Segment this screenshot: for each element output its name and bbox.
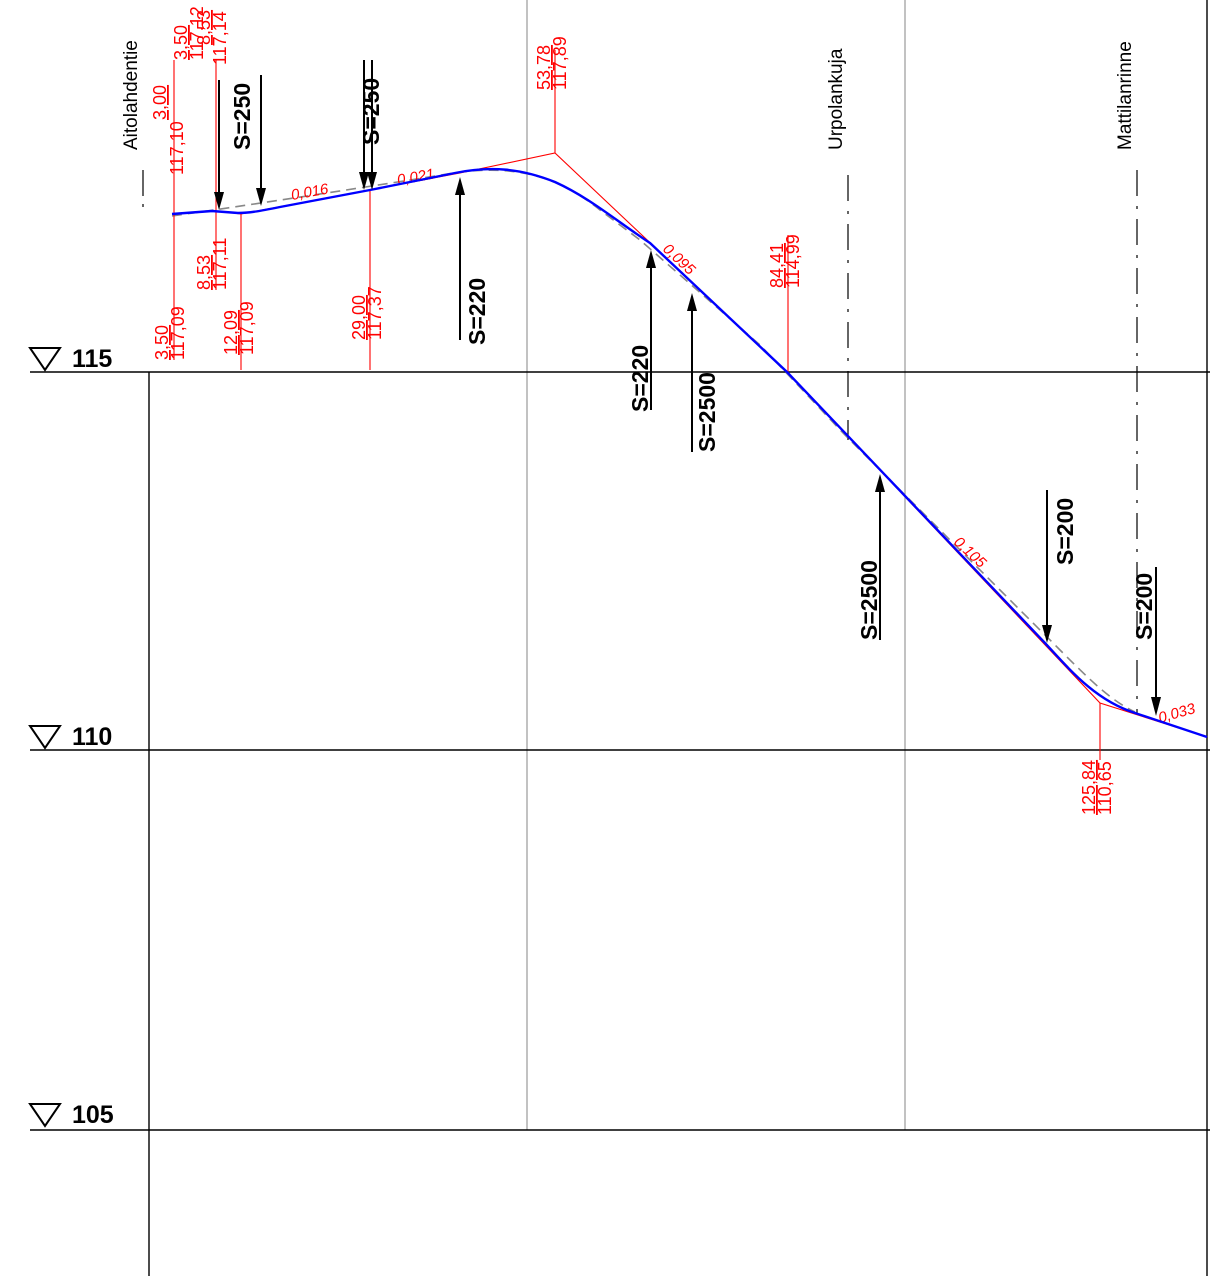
station-elevation: 117,14 [210,11,230,65]
elevation-marker-110: 110 [28,723,149,751]
curve-radius-markers: S=250 S=250 S=220 S=220 S=2500 S=2500 S=… [214,60,1161,716]
triangle-icon [28,347,62,372]
curve-radius-label: S=220 [464,278,490,345]
elevation-marker-115: 115 [28,345,149,373]
station-elevation: 117,11 [210,238,230,290]
grade-label: 0,095 [659,240,699,278]
existing-ground-line [171,169,1136,713]
station-distance: 84,41 [767,243,787,288]
arrow-down-icon [214,192,224,210]
arrow-up-icon [646,250,656,268]
street-name: Aitolahdentie [121,40,142,150]
station-elevation: 114,99 [783,234,803,288]
arrow-up-icon [687,293,697,311]
station-labels: 3,50 117,12 3,00 117,10 8,53 117,14 3,50… [150,6,1115,815]
curve-radius-label: S=2500 [856,560,882,640]
grade-label: 0,016 [290,181,331,204]
curve-radius-label: S=220 [627,345,653,412]
station-distance: 29,00 [349,295,369,340]
arrow-down-icon [1042,625,1052,643]
arrow-down-icon [367,172,377,190]
street-name: Urpolankuja [826,48,847,150]
arrow-down-icon [256,188,266,206]
station-elevation: 117,12 [187,6,207,60]
elevation-marker-105: 105 [28,1101,149,1131]
station-distance: 3,50 [152,325,172,360]
street-name: Mattilanrinne [1115,41,1136,150]
arrow-up-icon [875,474,885,492]
tangent-lines [171,50,1208,760]
street-centerlines: Aitolahdentie Urpolankuja Mattilanrinne [121,40,1138,715]
arrow-down-icon [1151,697,1161,716]
station-elevation: 117,10 [167,121,187,175]
station-elevation: 117,37 [365,286,385,340]
curve-radius-label: S=2500 [694,372,720,452]
curve-radius-label: S=200 [1131,573,1157,640]
station-elevation: 117,09 [168,306,188,360]
station-distance: 12,09 [221,310,241,355]
arrow-down-icon [359,172,369,190]
station-elevation: 117,09 [237,301,257,355]
arrow-up-icon [455,177,465,195]
curve-radius-label: S=250 [358,78,384,145]
station-distance: 3,00 [150,85,170,120]
station-distance: 125,84 [1079,760,1099,815]
station-distance: 3,50 [171,25,191,60]
station-distance: 53,78 [534,45,554,90]
triangle-icon [28,1103,62,1128]
elevation-label: 110 [72,723,112,751]
station-distance: 8,53 [194,10,214,45]
triangle-icon [28,725,62,750]
station-elevation: 117,89 [550,36,570,90]
grid [148,0,1210,1276]
elevation-label: 115 [72,345,112,373]
station-elevation: 110,65 [1095,761,1115,815]
curve-radius-label: S=250 [229,83,255,150]
grade-labels: 0,016 0,021 0,095 0,105 0,033 [290,166,1198,727]
design-profile-line [171,167,1208,739]
curve-radius-label: S=200 [1052,498,1078,565]
elevation-label: 105 [72,1101,114,1129]
station-distance: 8,53 [194,255,214,290]
